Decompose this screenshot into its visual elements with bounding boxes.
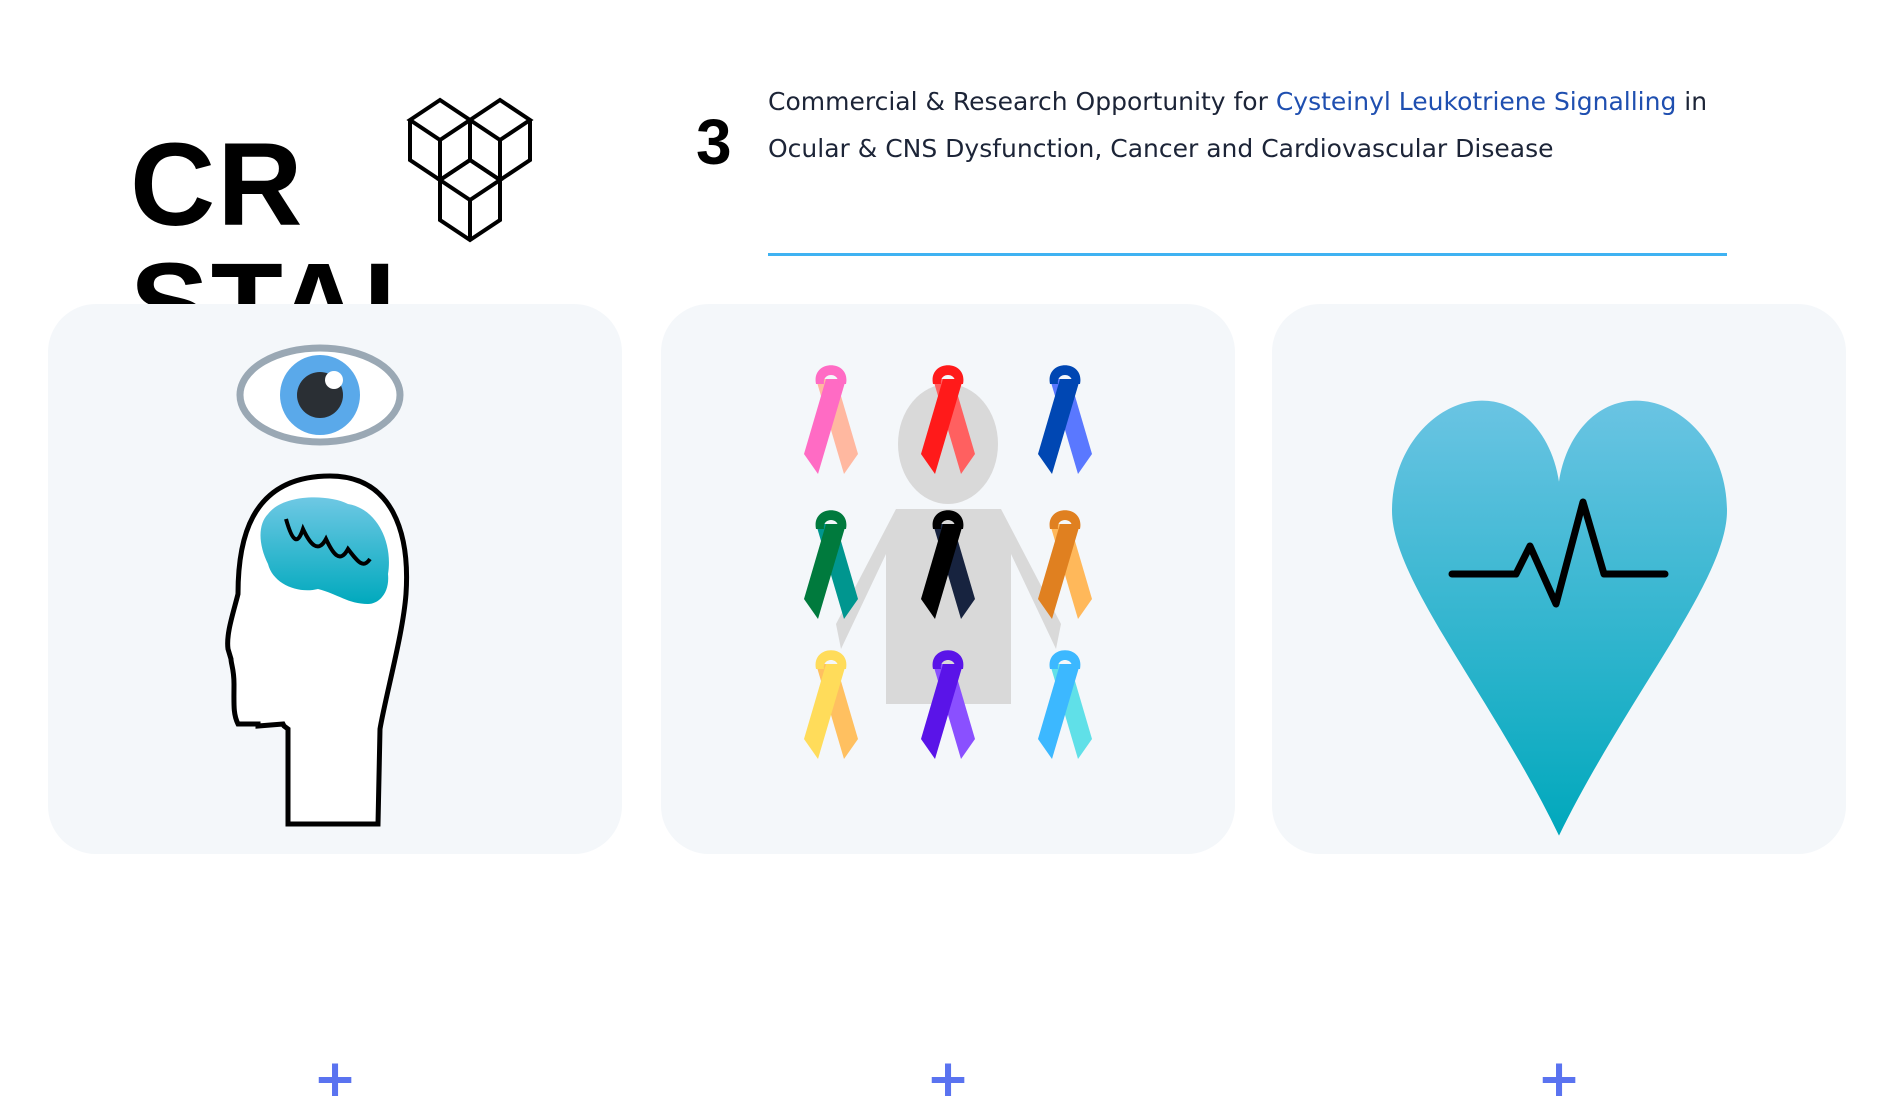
- head-brain-icon: [225, 473, 410, 827]
- expand-plus-button[interactable]: +: [926, 1049, 970, 1109]
- divider: [768, 253, 1727, 256]
- awareness-ribbon: [921, 650, 975, 759]
- expand-plus-button[interactable]: +: [313, 1049, 357, 1109]
- headline-highlight: Cysteinyl Leukotriene Signalling: [1275, 87, 1677, 116]
- card-ocular-cns[interactable]: +: [48, 304, 622, 1109]
- awareness-ribbon: [804, 365, 858, 474]
- card-cardiovascular[interactable]: +: [1272, 304, 1846, 1109]
- ribbon: [804, 365, 1092, 759]
- eye-brain-head-icon: [225, 344, 410, 827]
- awareness-ribbon: [921, 510, 975, 619]
- eye-icon: [236, 344, 404, 446]
- awareness-ribbon: [804, 510, 858, 619]
- cube-crystal-icon: [406, 97, 534, 243]
- crystal3-logo: CRSTAL 3: [130, 85, 740, 365]
- awareness-ribbon: [1038, 510, 1092, 619]
- expand-plus-button[interactable]: +: [1537, 1049, 1581, 1109]
- person-silhouette: [836, 384, 1061, 704]
- awareness-ribbon: [1038, 650, 1092, 759]
- logo-superscript: 3: [696, 106, 732, 178]
- awareness-ribbon: [1038, 365, 1092, 474]
- awareness-ribbon: [804, 650, 858, 759]
- awareness-ribbon: [921, 365, 975, 474]
- headline-text: Commercial & Research Opportunity for Cy…: [768, 87, 1708, 163]
- cancer-ribbons-icon: [804, 365, 1092, 759]
- card-cancer[interactable]: +: [661, 304, 1235, 1109]
- heart-pulse-icon: [1392, 400, 1727, 836]
